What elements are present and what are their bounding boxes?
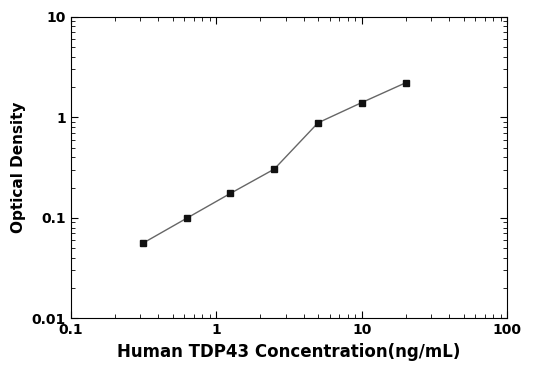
X-axis label: Human TDP43 Concentration(ng/mL): Human TDP43 Concentration(ng/mL)	[117, 343, 461, 361]
Y-axis label: Optical Density: Optical Density	[11, 102, 26, 233]
